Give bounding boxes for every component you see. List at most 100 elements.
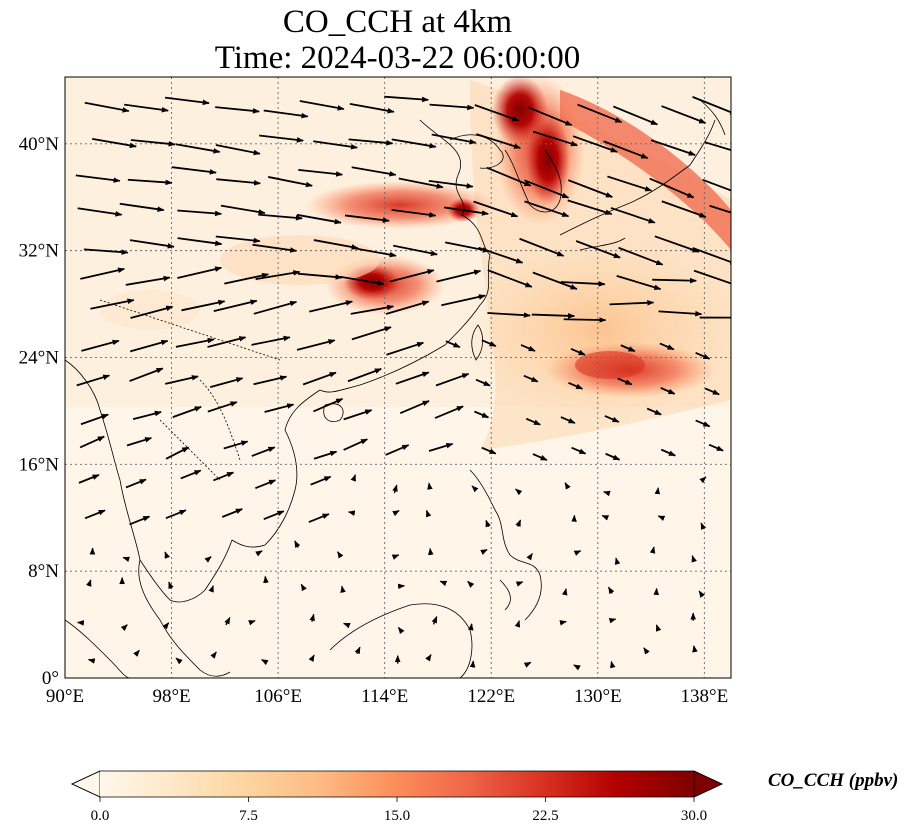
wind-arrow — [661, 105, 707, 124]
wind-arrow — [351, 247, 397, 258]
wind-arrow — [209, 377, 244, 389]
lon-tick-label: 90°E — [46, 686, 84, 707]
wind-arrow — [224, 272, 269, 285]
lon-tick-labels: 90°E 98°E 106°E 114°E 122°E 130°E 138°E — [46, 686, 728, 707]
wind-arrow — [78, 474, 100, 484]
wind-arrow — [560, 416, 576, 424]
wind-arrow — [129, 239, 175, 249]
wind-arrow — [702, 178, 731, 192]
colorbar-tick-label: 7.5 — [239, 808, 258, 824]
wind-arrow — [354, 646, 361, 655]
wind-arrow — [395, 371, 430, 385]
wind-arrow — [162, 622, 170, 630]
wind-arrow — [165, 446, 190, 460]
colorbar: 0.0 7.5 15.0 22.5 30.0 — [71, 770, 723, 824]
wind-arrow — [300, 583, 307, 592]
wind-arrow — [704, 387, 720, 396]
lon-tick-label: 130°E — [574, 686, 622, 707]
wind-arrow — [258, 213, 303, 221]
lat-tick-labels: 0° 8°N 16°N 24°N 32°N 40°N — [19, 134, 60, 689]
wind-arrow — [223, 440, 249, 450]
wind-arrow — [487, 312, 531, 318]
wind-arrow — [261, 659, 269, 666]
wind-arrow — [125, 478, 147, 489]
wind-arrow — [603, 140, 649, 159]
wind-arrow — [560, 281, 606, 287]
wind-arrow — [391, 138, 437, 149]
wind-arrow — [125, 275, 171, 286]
coastlines — [65, 99, 726, 678]
wind-arrow — [264, 403, 295, 413]
lon-tick-label: 122°E — [467, 686, 515, 707]
wind-arrow — [253, 300, 298, 315]
wind-arrow — [532, 271, 578, 290]
wind-arrow — [704, 141, 731, 152]
wind-arrow — [204, 556, 212, 563]
wind-arrow — [485, 519, 491, 528]
wind-arrow — [695, 352, 711, 360]
wind-arrow — [691, 555, 697, 563]
wind-arrow — [469, 660, 476, 668]
wind-arrow — [515, 519, 522, 527]
map-subtitle-time: Time: 2024-03-22 06:00:00 — [214, 40, 581, 76]
wind-arrow — [475, 378, 491, 387]
wind-arrow — [568, 381, 584, 390]
wind-arrow — [130, 305, 174, 319]
wind-arrow — [351, 326, 392, 341]
wind-arrow — [84, 101, 130, 113]
colorbar-extend-max — [693, 770, 723, 798]
wind-arrow — [80, 267, 126, 280]
wind-arrow — [429, 103, 475, 111]
wind-arrow — [294, 540, 301, 548]
lat-tick-label: 40°N — [19, 134, 60, 155]
wind-arrow — [612, 105, 658, 126]
wind-arrow — [253, 375, 288, 386]
lon-tick-label: 114°E — [361, 686, 408, 707]
wind-arrow — [175, 337, 215, 348]
wind-arrow — [129, 515, 151, 526]
wind-arrow — [309, 300, 353, 313]
wind-arrow — [251, 446, 276, 457]
wind-arrow — [572, 135, 618, 153]
wind-arrow — [268, 176, 313, 188]
wind-arrow — [302, 371, 337, 386]
wind-arrow — [220, 204, 266, 215]
wind-arrow — [620, 344, 636, 353]
wind-arrow — [533, 130, 578, 147]
wind-arrow — [165, 375, 199, 385]
wind-arrow — [126, 437, 153, 447]
wind-arrow — [567, 179, 613, 198]
wind-arrow — [252, 243, 298, 253]
wind-arrow — [119, 202, 165, 212]
wind-arrow — [299, 100, 345, 111]
wind-arrow — [514, 620, 521, 628]
wind-arrow — [526, 553, 533, 561]
wind-arrow — [120, 624, 128, 632]
wind-arrow — [531, 313, 576, 319]
concentration-field — [65, 77, 731, 678]
wind-arrow — [391, 208, 437, 218]
colorbar-tick-label: 0.0 — [91, 808, 110, 824]
wind-arrow — [215, 144, 261, 156]
wind-arrow — [610, 660, 616, 669]
wind-arrow — [604, 415, 620, 423]
wind-arrow — [296, 213, 342, 225]
wind-arrow — [308, 513, 330, 523]
wind-vectors — [75, 95, 731, 671]
wind-arrow — [478, 246, 524, 264]
wind-arrow — [698, 590, 706, 598]
wind-arrow — [643, 647, 650, 655]
wind-arrow — [559, 620, 567, 626]
wind-arrow — [177, 266, 223, 279]
wind-arrow — [519, 237, 565, 257]
wind-arrow — [476, 133, 521, 149]
wind-arrow — [614, 557, 621, 565]
wind-arrow — [313, 450, 338, 460]
wind-arrow — [658, 310, 703, 317]
wind-arrow — [351, 166, 397, 177]
wind-arrow — [444, 206, 489, 216]
wind-arrow — [650, 139, 696, 156]
wind-arrow — [87, 658, 96, 664]
wind-arrow — [386, 341, 425, 356]
lon-tick-label: 98°E — [152, 686, 190, 707]
